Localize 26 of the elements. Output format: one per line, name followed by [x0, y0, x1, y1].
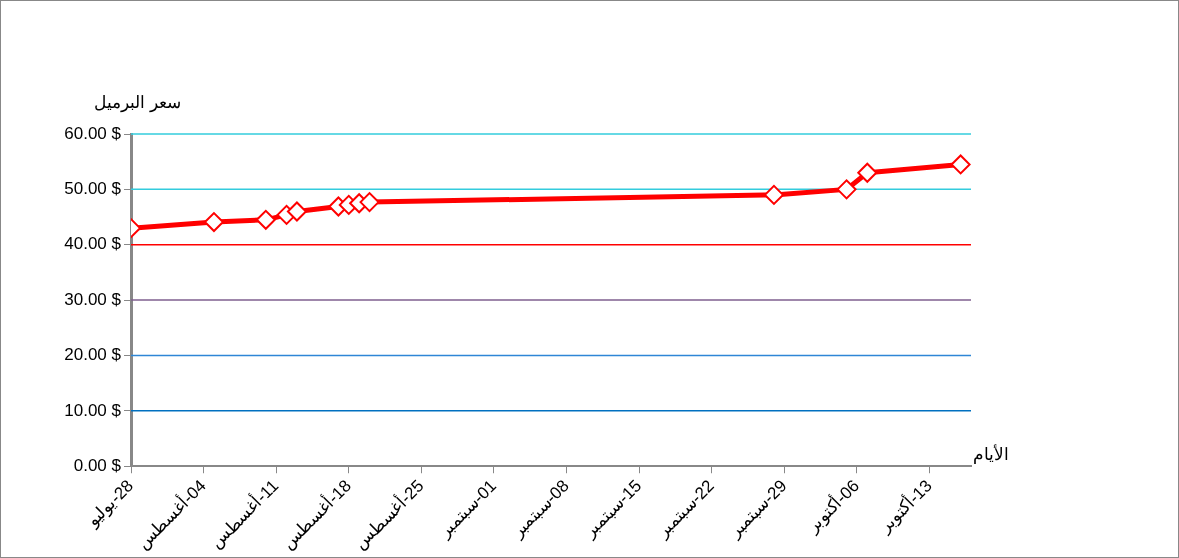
x-tick-label: 11-أغسطس	[205, 474, 284, 553]
x-tick-label: 13-أكتوبر	[873, 474, 937, 538]
point	[255, 209, 276, 230]
x-tick-label: 22-سبتمبر	[652, 476, 719, 543]
point	[286, 201, 307, 222]
x-tick-label: 15-سبتمبر	[579, 476, 646, 543]
point	[763, 184, 784, 205]
x-tick-label: 01-سبتمبر	[434, 476, 501, 543]
point	[950, 154, 971, 175]
y-tick-label: 20.00 $	[64, 345, 122, 365]
point	[857, 162, 878, 183]
point	[836, 179, 857, 200]
point	[203, 212, 224, 233]
y-tick-label: 30.00 $	[64, 289, 122, 309]
y-tick-label: 0.00 $	[73, 455, 122, 475]
y-tick-label: 10.00 $	[64, 400, 122, 420]
x-tick-label: 06-أكتوبر	[801, 474, 864, 538]
y-tick-label: 40.00 $	[64, 234, 122, 254]
y-tick-label: 60.00 $	[64, 123, 122, 143]
x-tick-label: 28-يوليو	[82, 476, 138, 532]
y-axis-title: سعر البرميل	[94, 93, 181, 114]
x-tick-label: 29-سبتمبر	[725, 476, 792, 543]
x-tick-label: 08-سبتمبر	[507, 476, 574, 543]
x-axis-title: الأيام	[973, 444, 1009, 466]
point	[359, 192, 380, 213]
y-tick-label: 50.00 $	[64, 179, 122, 199]
